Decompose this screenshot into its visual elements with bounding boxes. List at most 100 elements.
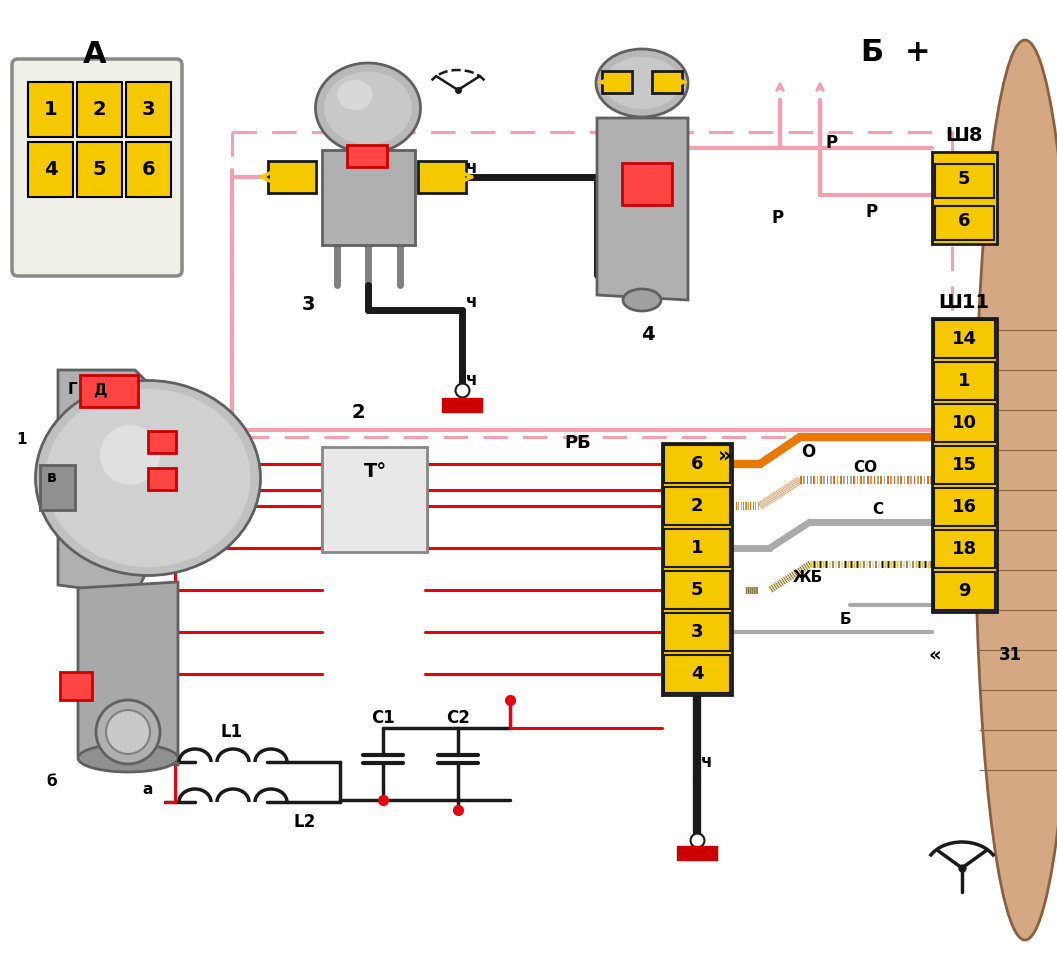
Bar [126,82,171,137]
Ellipse shape [45,389,251,567]
Text: О: О [801,443,815,461]
Text: 9: 9 [958,582,970,600]
Bar [934,404,995,442]
Text: 5: 5 [958,170,970,188]
Text: 2: 2 [691,497,703,515]
Bar [77,82,122,137]
Bar [77,142,122,197]
Ellipse shape [596,49,688,117]
Bar [934,446,995,484]
Polygon shape [78,582,178,765]
Polygon shape [58,370,150,595]
Bar [934,362,995,400]
Ellipse shape [623,289,661,311]
Bar [322,447,427,552]
Text: 5: 5 [93,160,107,179]
Text: РБ: РБ [564,434,591,452]
Bar [80,375,138,407]
Text: Б: Б [860,38,884,68]
Ellipse shape [337,80,372,110]
Text: 4: 4 [642,325,655,345]
Text: 6: 6 [691,455,703,473]
Polygon shape [597,118,688,300]
Bar [27,82,73,137]
Text: 6: 6 [142,160,155,179]
Bar [934,488,995,526]
Text: 16: 16 [951,498,977,516]
Bar [148,468,177,490]
Text: 4: 4 [691,665,703,683]
Bar [935,206,994,240]
Bar [622,163,672,205]
Bar [40,465,75,510]
Bar [268,161,316,193]
Bar [932,152,997,244]
Ellipse shape [36,380,260,575]
Text: а: а [143,782,153,798]
Text: 3: 3 [301,296,315,315]
Bar [934,572,995,610]
Bar [442,398,482,412]
Text: Д: Д [93,382,107,398]
Bar [652,71,682,93]
Bar [347,145,387,167]
Bar [934,320,995,358]
Text: C1: C1 [371,709,395,727]
Text: Г: Г [68,382,77,398]
Text: «: « [929,646,942,664]
Text: +: + [905,38,931,68]
Ellipse shape [604,57,680,109]
Bar [662,443,733,695]
Text: C2: C2 [446,709,470,727]
Text: 2: 2 [93,100,107,119]
Bar [126,142,171,197]
Bar [664,487,730,525]
Bar [664,571,730,609]
Text: »: » [719,445,731,465]
Text: 15: 15 [951,456,977,474]
Text: А: А [84,40,107,70]
Ellipse shape [315,63,421,153]
Text: ч: ч [466,371,478,389]
Text: 14: 14 [951,330,977,348]
Bar [664,655,730,693]
FancyBboxPatch shape [12,59,182,276]
Text: С: С [872,503,884,517]
Text: 10: 10 [951,414,977,432]
Text: 5: 5 [691,581,703,599]
Text: СО: СО [853,461,877,475]
Ellipse shape [100,425,160,485]
Text: 1: 1 [43,100,57,119]
Bar [60,672,92,700]
Text: 3: 3 [691,623,703,641]
Text: 1: 1 [691,539,703,557]
Text: ЖБ: ЖБ [793,569,823,584]
Circle shape [106,710,150,754]
Ellipse shape [78,744,178,772]
Text: L2: L2 [294,813,316,831]
Ellipse shape [324,72,412,144]
Bar [932,318,997,612]
Text: ч: ч [466,159,478,177]
Polygon shape [322,150,415,245]
Text: ч: ч [701,753,712,771]
Bar [148,431,177,453]
Text: 4: 4 [43,160,57,179]
Text: в: в [48,470,57,485]
Text: 1: 1 [958,372,970,390]
Text: Б: Б [839,612,851,626]
Bar [934,530,995,568]
Text: 6: 6 [958,212,970,230]
Text: б: б [47,774,57,790]
Ellipse shape [975,40,1057,940]
Bar [664,613,730,651]
Text: Р: Р [772,209,784,227]
Bar [664,529,730,567]
Text: 18: 18 [951,540,977,558]
Text: L1: L1 [221,723,243,741]
Bar [27,142,73,197]
Text: ч: ч [466,293,478,311]
Bar [935,164,994,198]
Text: Р: Р [826,134,838,152]
Text: Ш8: Ш8 [945,126,983,145]
